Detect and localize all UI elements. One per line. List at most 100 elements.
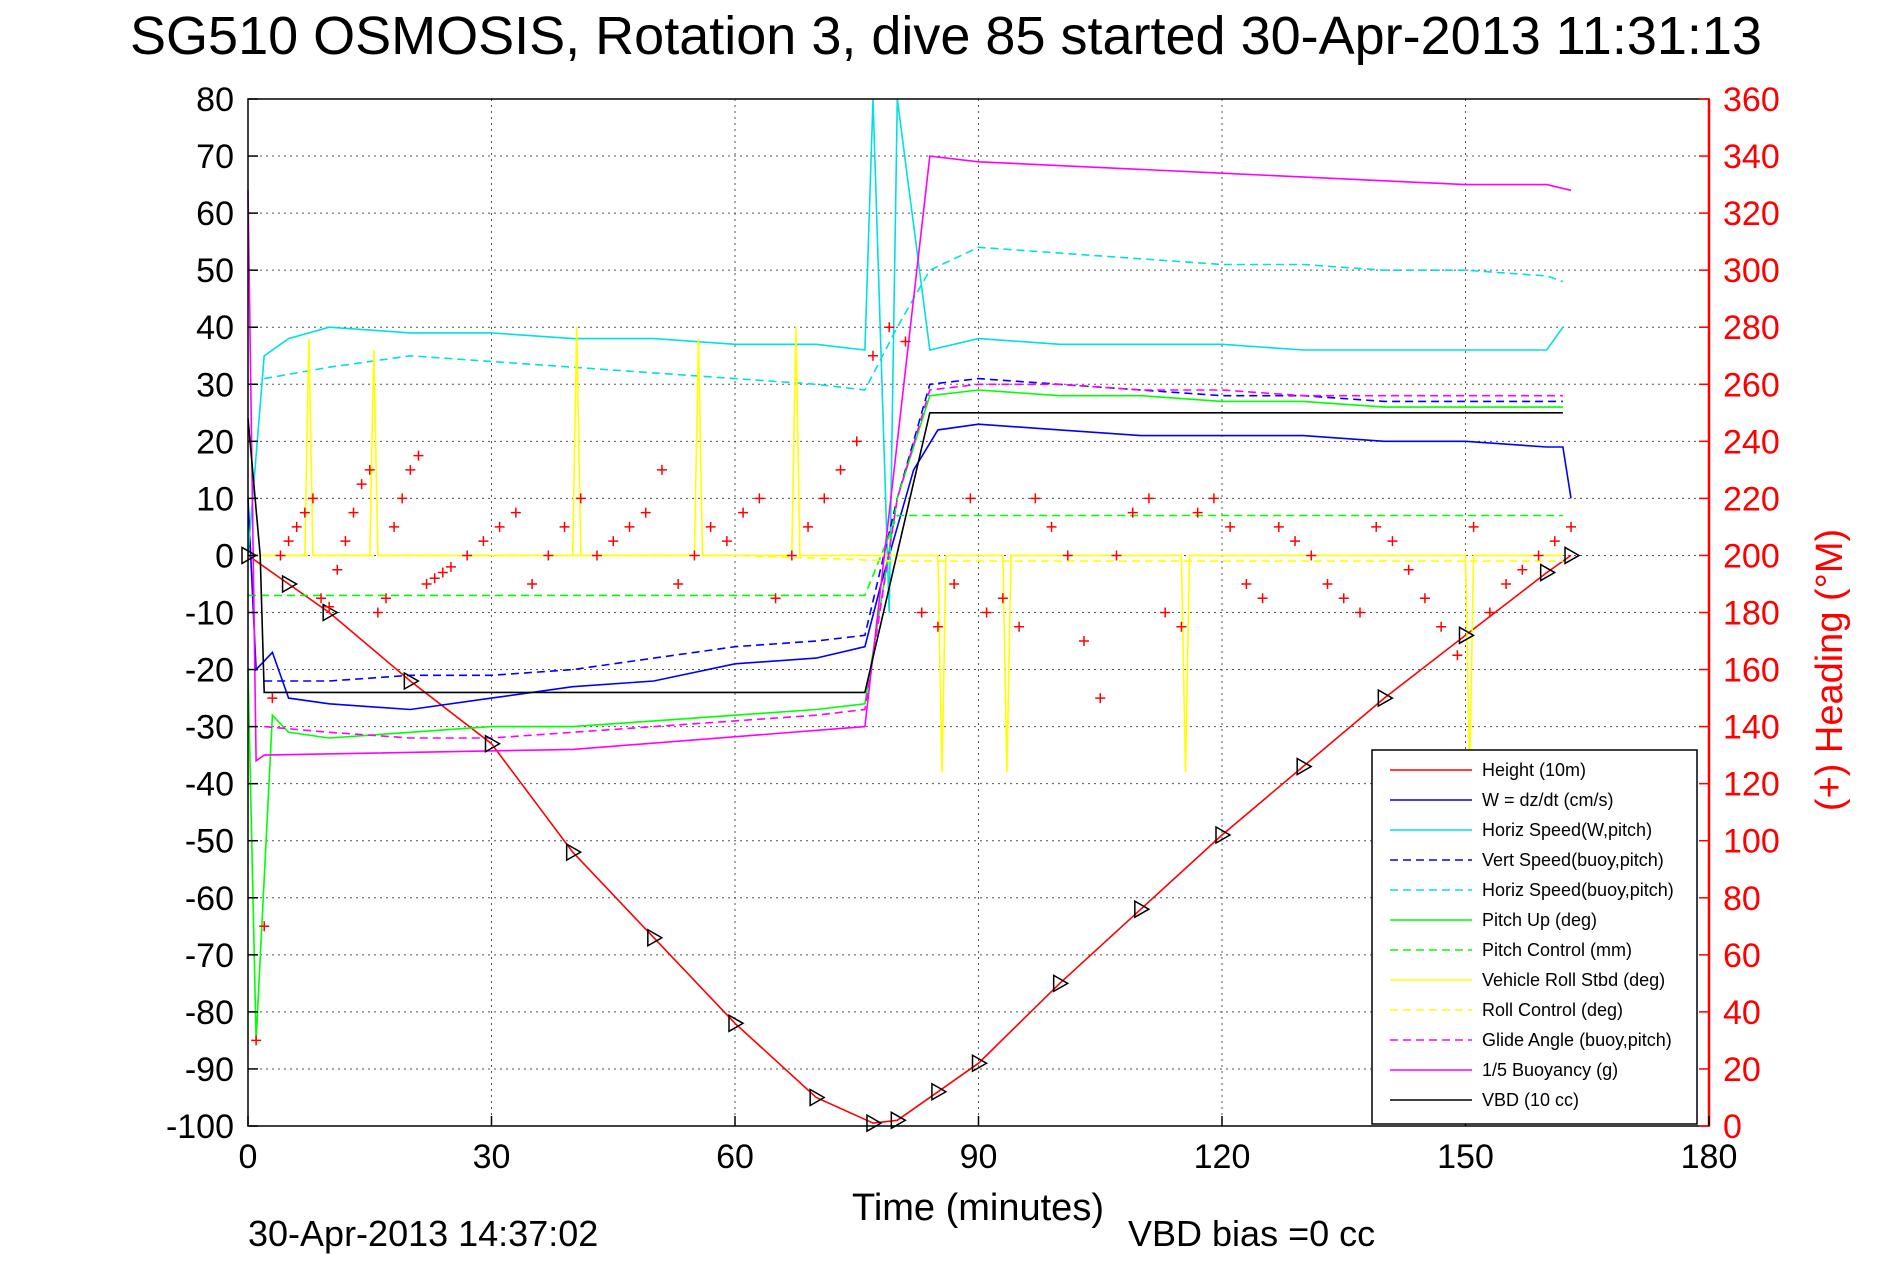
heading-marker — [478, 536, 489, 547]
right-tick-label: 40 — [1723, 994, 1761, 1032]
heading-marker — [640, 507, 651, 518]
x-tick-label: 30 — [473, 1138, 511, 1176]
right-tick-label: 360 — [1723, 81, 1780, 119]
heading-marker — [510, 507, 521, 518]
footer-timestamp: 30-Apr-2013 14:37:02 — [248, 1213, 598, 1254]
heading-marker — [1176, 621, 1187, 632]
heading-marker — [1111, 550, 1122, 561]
y-tick-label: 0 — [215, 537, 234, 575]
heading-marker — [1371, 521, 1382, 532]
heading-marker — [389, 521, 400, 532]
height-marker — [1296, 757, 1313, 776]
x-tick-label: 150 — [1437, 1138, 1494, 1176]
heading-marker — [1030, 493, 1041, 504]
series-roll-control-deg — [248, 554, 1563, 562]
y-tick-label: -100 — [166, 1108, 234, 1146]
heading-marker — [1160, 607, 1171, 618]
right-tick-label: 260 — [1723, 366, 1780, 404]
heading-marker — [462, 550, 473, 561]
height-marker — [281, 574, 299, 594]
heading-marker — [429, 573, 440, 584]
right-tick-label: 240 — [1723, 423, 1780, 461]
y-tick-label: 80 — [196, 81, 234, 119]
heading-marker — [275, 550, 286, 561]
y-tick-label: -50 — [185, 823, 234, 861]
series-pitch-up-deg — [247, 389, 1563, 1041]
x-tick-label: 90 — [960, 1138, 998, 1176]
heading-marker — [916, 607, 927, 618]
heading-marker — [445, 561, 456, 572]
heading-marker — [1484, 607, 1495, 618]
heading-marker — [364, 464, 375, 475]
height-marker — [565, 842, 583, 862]
heading-marker — [624, 521, 635, 532]
right-tick-label: 20 — [1723, 1051, 1761, 1089]
legend-label: VBD (10 cc) — [1482, 1090, 1579, 1110]
heading-marker — [380, 593, 391, 604]
heading-marker — [1273, 521, 1284, 532]
height-marker — [1539, 563, 1557, 582]
legend-label: Vert Speed(buoy,pitch) — [1482, 850, 1664, 870]
heading-marker — [1062, 550, 1073, 561]
right-tick-label: 180 — [1723, 595, 1780, 633]
heading-marker — [356, 479, 367, 490]
heading-marker — [1143, 493, 1154, 504]
heading-marker — [1517, 564, 1528, 575]
heading-marker — [340, 536, 351, 547]
heading-marker — [965, 493, 976, 504]
legend-label: Height (10m) — [1482, 760, 1586, 780]
right-tick-label: 60 — [1723, 937, 1761, 975]
legend-label: Vehicle Roll Stbd (deg) — [1482, 970, 1665, 990]
height-marker — [866, 1113, 883, 1133]
heading-marker — [1387, 536, 1398, 547]
y-tick-label: -10 — [185, 595, 234, 633]
heading-marker — [803, 521, 814, 532]
right-tick-label: 140 — [1723, 709, 1780, 747]
x-axis-label: Time (minutes) — [852, 1187, 1104, 1229]
heading-marker — [1257, 593, 1268, 604]
y-tick-label: -20 — [185, 652, 234, 690]
height-marker — [1134, 899, 1151, 919]
height-marker — [1377, 688, 1394, 708]
heading-marker — [1306, 550, 1317, 561]
heading-marker — [981, 607, 992, 618]
vbd-bias-label: VBD bias =0 cc — [1128, 1213, 1375, 1254]
height-marker — [403, 671, 420, 691]
heading-marker — [1322, 578, 1333, 589]
y-tick-label: 40 — [196, 309, 234, 347]
heading-marker — [673, 578, 684, 589]
legend-label: Roll Control (deg) — [1482, 1000, 1623, 1020]
heading-marker — [1419, 593, 1430, 604]
series-horiz-speed-w-pitch — [247, 98, 1564, 613]
legend: Height (10m) W = dz/dt (cm/s) Horiz Speed(… — [1371, 749, 1698, 1125]
series-vert-speed-buoy-pitch — [264, 377, 1563, 682]
y-tick-label: -70 — [185, 937, 234, 975]
heading-marker — [592, 550, 603, 561]
heading-marker — [527, 578, 538, 589]
heading-marker — [900, 336, 911, 347]
heading-marker — [754, 493, 765, 504]
heading-marker — [1127, 507, 1138, 518]
height-marker — [241, 546, 258, 565]
heading-marker — [307, 493, 318, 504]
heading-marker — [1354, 607, 1365, 618]
heading-marker — [348, 507, 359, 518]
heading-marker — [608, 536, 619, 547]
heading-marker — [867, 350, 878, 361]
y-tick-label: -30 — [185, 709, 234, 747]
right-tick-label: 300 — [1723, 252, 1780, 290]
x-tick-label: 60 — [716, 1138, 754, 1176]
heading-marker — [494, 521, 505, 532]
height-markers — [241, 546, 1581, 1133]
heading-markers — [251, 322, 1577, 1046]
heading-marker — [291, 521, 302, 532]
right-tick-label: 120 — [1723, 766, 1780, 804]
axes: 80706050403020100-10-20-30-40-50-60-70-8… — [166, 81, 1780, 1176]
right-tick-label: 100 — [1723, 823, 1780, 861]
heading-marker — [1241, 578, 1252, 589]
height-marker — [1458, 626, 1476, 645]
heading-marker — [770, 593, 781, 604]
heading-marker — [372, 607, 383, 618]
height-marker — [1564, 546, 1581, 565]
heading-marker — [559, 521, 570, 532]
